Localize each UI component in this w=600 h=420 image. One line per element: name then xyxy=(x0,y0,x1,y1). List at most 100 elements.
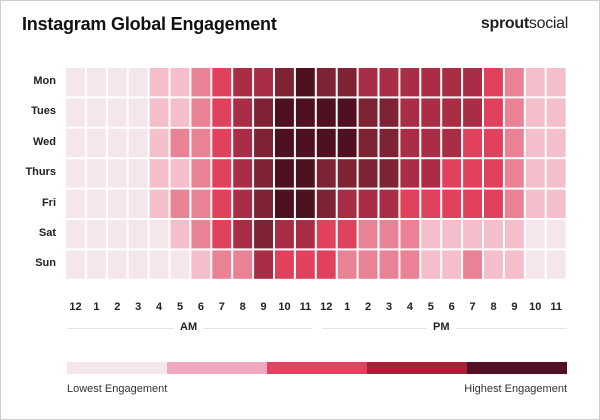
heatmap-cell xyxy=(149,220,169,249)
heatmap-cell xyxy=(504,98,524,127)
heatmap-cell xyxy=(400,98,420,127)
heatmap-cell xyxy=(86,159,106,188)
heatmap-cell xyxy=(295,189,315,218)
legend-swatch xyxy=(467,362,567,374)
heatmap-cell xyxy=(525,189,545,218)
heatmap-cell xyxy=(170,98,190,127)
heatmap-cell xyxy=(463,128,482,158)
hour-tick-label: 6 xyxy=(448,301,455,313)
heatmap-cell xyxy=(442,128,462,158)
heatmap-cell xyxy=(170,68,190,97)
heatmap-cell xyxy=(107,250,127,279)
heatmap-cell xyxy=(233,98,253,127)
hour-tick-label: 5 xyxy=(176,301,184,313)
row-label: Wed xyxy=(32,135,56,148)
heatmap-cell xyxy=(212,250,232,279)
heatmap-cell xyxy=(170,220,190,249)
heatmap-cell xyxy=(170,189,190,218)
heatmap-cell xyxy=(504,250,524,279)
heatmap-cell xyxy=(484,98,503,127)
heatmap-cell xyxy=(504,128,524,158)
heatmap-cell xyxy=(484,159,503,188)
heatmap-cell xyxy=(400,250,420,279)
heatmap-cell xyxy=(504,159,524,188)
heatmap-cell xyxy=(128,250,148,279)
heatmap-cell xyxy=(86,189,106,218)
heatmap-cell xyxy=(170,159,190,188)
hour-tick-label: 7 xyxy=(218,301,225,313)
heatmap-cell xyxy=(546,68,566,97)
heatmap-cell xyxy=(504,220,524,249)
heatmap-cell xyxy=(295,98,315,127)
heatmap-cell xyxy=(525,159,545,188)
legend-swatch xyxy=(167,362,267,374)
heatmap-cell xyxy=(379,189,399,218)
heatmap-cell xyxy=(442,250,462,279)
heatmap-cell xyxy=(233,189,253,218)
heatmap-cell xyxy=(442,220,462,249)
heatmap-cell xyxy=(254,68,273,97)
heatmap-cell xyxy=(421,128,441,158)
heatmap-cell xyxy=(212,98,232,127)
heatmap-cell xyxy=(86,220,106,249)
heatmap-cell xyxy=(316,98,336,127)
heatmap-cell xyxy=(128,128,148,158)
hour-tick-label: 6 xyxy=(197,301,204,313)
heatmap-cell xyxy=(212,159,232,188)
heatmap-cell xyxy=(233,220,253,249)
heatmap-cell xyxy=(463,250,482,279)
heatmap-cell xyxy=(379,250,399,279)
heatmap-cell xyxy=(358,68,378,97)
heatmap-cell xyxy=(421,189,441,218)
heatmap-cell xyxy=(442,68,462,97)
heatmap-cell xyxy=(128,220,148,249)
heatmap-cell xyxy=(295,159,315,188)
legend-low-label: Lowest Engagement xyxy=(67,383,168,395)
heatmap-cell xyxy=(191,159,211,188)
heatmap-cell xyxy=(379,220,399,249)
row-label: Mon xyxy=(33,75,56,87)
heatmap-cell xyxy=(484,128,503,158)
heatmap-cell xyxy=(275,189,294,218)
heatmap-cell xyxy=(128,159,148,188)
heatmap-cell xyxy=(275,98,294,127)
hour-tick-label: 7 xyxy=(469,301,476,313)
heatmap-cell xyxy=(66,68,85,97)
heatmap-cell xyxy=(316,220,336,249)
hour-tick-label: 5 xyxy=(427,301,434,313)
heatmap-cell xyxy=(66,250,85,279)
heatmap-cell xyxy=(316,189,336,218)
heatmap-cell xyxy=(358,98,378,127)
hour-tick-label: 10 xyxy=(529,301,542,313)
heatmap-cell xyxy=(107,159,127,188)
heatmap-cell xyxy=(66,159,85,188)
heatmap-cell xyxy=(358,159,378,188)
heatmap-cell xyxy=(337,128,357,158)
heatmap-cell xyxy=(191,220,211,249)
heatmap-cell xyxy=(233,250,253,279)
heatmap-cell xyxy=(421,68,441,97)
heatmap-cell xyxy=(149,159,169,188)
heatmap-cell xyxy=(295,68,315,97)
heatmap-cell xyxy=(337,159,357,188)
hour-tick-label: 3 xyxy=(385,301,393,313)
heatmap-cell xyxy=(128,68,148,97)
heatmap-cell xyxy=(212,220,232,249)
heatmap-cell xyxy=(212,189,232,218)
row-label: Tues xyxy=(31,105,56,118)
heatmap-cell xyxy=(463,220,482,249)
heatmap-cell xyxy=(546,189,566,218)
row-label: Sat xyxy=(38,227,56,239)
heatmap-cell xyxy=(149,68,169,97)
heatmap-cell xyxy=(107,98,127,127)
heatmap-cell xyxy=(442,98,462,127)
heatmap-cell xyxy=(546,98,566,127)
heatmap-cell xyxy=(546,250,566,279)
heatmap-cell xyxy=(379,128,399,158)
heatmap-cell xyxy=(442,189,462,218)
heatmap-cell xyxy=(275,128,294,158)
heatmap-cell xyxy=(233,128,253,158)
heatmap-cell xyxy=(212,68,232,97)
heatmap-cell xyxy=(379,159,399,188)
hour-tick-label: 3 xyxy=(135,301,142,313)
